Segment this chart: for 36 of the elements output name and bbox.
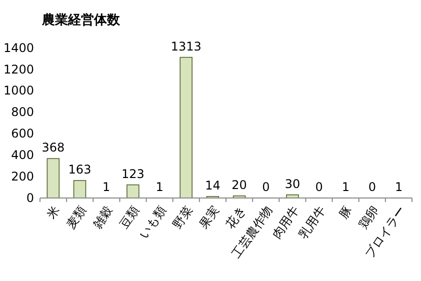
data-label: 163 [68, 162, 92, 177]
data-label: 123 [121, 166, 144, 181]
data-label: 1 [395, 180, 403, 194]
x-tick-label: 米 [44, 204, 62, 222]
x-tick-label: 鶏卵 [356, 204, 382, 232]
bar [73, 180, 86, 198]
x-tick-label: 雑穀 [90, 204, 116, 232]
data-label: 368 [42, 140, 65, 155]
y-tick-label: 1200 [3, 62, 34, 76]
data-label: 1 [156, 180, 164, 194]
data-label: 30 [284, 176, 300, 191]
data-label: 0 [368, 180, 376, 194]
y-tick-label: 800 [11, 105, 34, 120]
y-tick-label: 1400 [3, 40, 34, 55]
bar [46, 158, 60, 198]
data-label: 14 [205, 178, 220, 192]
data-label: 1313 [170, 39, 202, 54]
bar [180, 56, 192, 198]
chart-title: 農業経営体数 [41, 12, 121, 28]
data-label: 20 [232, 178, 247, 192]
data-label: 0 [262, 180, 270, 194]
y-tick-label: 0 [26, 190, 34, 205]
data-label: 1 [342, 180, 350, 194]
y-tick-label: 200 [11, 169, 34, 184]
y-tick-label: 400 [11, 148, 34, 162]
data-label: 1 [102, 180, 110, 194]
x-tick-label: 豚 [336, 204, 355, 222]
x-tick-label: 麦類 [64, 204, 89, 232]
x-tick-label: 豆類 [116, 204, 142, 232]
bar [126, 184, 140, 198]
x-tick-label: 乳用牛 [296, 204, 328, 242]
x-tick-label: 野菜 [170, 204, 196, 232]
y-tick-label: 1000 [3, 84, 34, 98]
x-tick-label: 果実 [196, 204, 222, 232]
data-label: 0 [315, 180, 323, 194]
y-tick-label: 600 [11, 126, 34, 141]
